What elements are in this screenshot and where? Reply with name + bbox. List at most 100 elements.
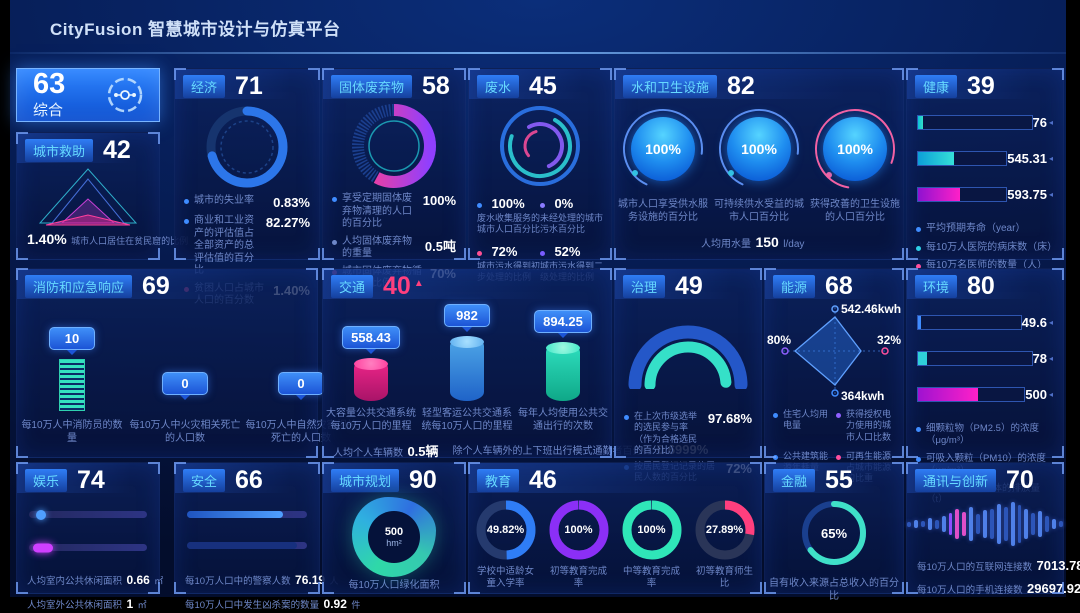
- footer-label: 人均用水量: [701, 239, 751, 250]
- progress-bar: [187, 542, 298, 549]
- panel-label: 金融: [773, 469, 816, 492]
- panel-label: 教育: [477, 469, 520, 492]
- triangle-chart: [38, 168, 138, 226]
- callout-value: 0: [278, 372, 324, 400]
- panel-water-sanitation[interactable]: 水和卫生设施 82 100% 城市人口享受供水服务设施的百分比 100%: [614, 68, 904, 260]
- panel-solid-waste[interactable]: 固体废弃物 58 享受定期固体废弃物清理的人口的百分比 100% 人均固体废弃物…: [322, 68, 466, 289]
- panel-label: 安全: [183, 469, 226, 492]
- waveform: [907, 495, 1063, 553]
- bar-value: 545.31: [1007, 151, 1047, 166]
- legend-label: 享受定期固体废弃物清理的人口的百分比: [342, 193, 412, 229]
- stat-caption: 废水收集服务的城市人口百分比: [477, 213, 541, 235]
- panel-label: 城市规划: [331, 469, 400, 492]
- legend-label: 每10万名医师的数量（人）: [926, 260, 1048, 271]
- panel-score: 42: [103, 136, 131, 164]
- panel-score: 68: [825, 272, 853, 300]
- legend-label: 每10万人医院的病床数（床）: [926, 241, 1058, 253]
- stat-label: 每10万人口中发生凶杀案的数量: [185, 600, 320, 611]
- slider-indoor[interactable]: [29, 509, 147, 520]
- donut-value: 49.82%: [486, 524, 525, 536]
- callout-value: 982: [444, 304, 490, 332]
- panel-score: 82: [727, 72, 755, 100]
- bar-value: 49.6: [1021, 315, 1047, 330]
- finance-donut: 65%: [798, 497, 870, 569]
- gauge-value: 100%: [727, 117, 791, 181]
- wastewater-rings-chart: [500, 106, 580, 186]
- bar-caption: 轻型客运公共交通系统每10万人口的里程: [421, 408, 513, 432]
- panel-city-rescue[interactable]: 城市救助 42 1.40% 城市人口居住在贫民窟的比例: [16, 132, 188, 260]
- blob-unit: hm²: [386, 538, 402, 548]
- stat-label: 每10万人口的手机连接数: [917, 585, 1023, 596]
- panel-energy[interactable]: 能源 68 542.46kwh 80% 32% 364kwh 住宅人均用电量 获…: [764, 268, 904, 483]
- axis-label-left: 80%: [767, 333, 792, 347]
- callout-value: 558.43: [342, 326, 400, 354]
- panel-label: 能源: [773, 275, 816, 298]
- legend-value: 0.83%: [273, 195, 310, 210]
- panel-score: 58: [422, 72, 450, 100]
- panel-overall-score[interactable]: 63 综合: [16, 68, 160, 122]
- panel-fire-emergency[interactable]: 消防和应急响应 69 10 每10万人中消防员的数量 0 每10万人中火灾相关死…: [16, 268, 357, 458]
- legend-label: 平均预期寿命（year）: [926, 223, 1026, 234]
- legend-label: 人均固体废弃物的重量: [342, 235, 412, 260]
- note-label: 人均个人车辆数: [333, 448, 403, 459]
- callout-value: 894.25: [534, 310, 592, 338]
- legend-label: 城市的失业率: [194, 195, 254, 206]
- axis-label-top: 542.46kwh: [841, 302, 902, 316]
- panel-finance[interactable]: 金融 55 65% 自有收入来源占总收入的百分比: [764, 462, 904, 602]
- panel-governance[interactable]: 治理 49 在上次市级选举的选民参与率（作为合格选民的百分比） 97.68% 按…: [614, 268, 762, 482]
- panel-score: 80: [967, 272, 995, 300]
- water-gauge: 100%: [717, 107, 801, 191]
- stat-value: 7013.78: [1036, 558, 1080, 573]
- app-title: CityFusion 智慧城市设计与仿真平台: [50, 20, 341, 39]
- stat-value: 72%: [491, 243, 518, 259]
- donut-caption: 中等教育完成率: [622, 566, 680, 590]
- water-gauge: 100%: [813, 107, 897, 191]
- panel-telecom-innovation[interactable]: 通讯与创新 70 每10万人口的互联网连接数 7013.78 个 每10万人口的…: [906, 462, 1080, 596]
- panel-score: 49: [675, 272, 703, 300]
- panel-urban-planning[interactable]: 城市规划 90 500 hm² 每10万人口绿化面积: [322, 462, 466, 594]
- education-donut: 49.82%: [475, 499, 537, 561]
- panel-label: 娱乐: [25, 469, 68, 492]
- app-background: CityFusion 智慧城市设计与仿真平台 63 综合 城市救助 42 1.4…: [10, 0, 1080, 611]
- panel-label: 固体废弃物: [331, 75, 413, 98]
- stat-value: 0%: [554, 196, 574, 211]
- stat-value: 0.66: [126, 573, 150, 587]
- panel-education[interactable]: 教育 46 49.82% 学校中适龄女童入学率 100%: [468, 462, 762, 594]
- cylinder-bar: [546, 342, 580, 401]
- overall-score: 63: [33, 68, 66, 100]
- overall-label: 综合: [33, 102, 64, 119]
- panel-score: 69: [142, 272, 170, 300]
- footer-value: 150: [755, 234, 779, 250]
- callout-caption: 每10万人中消防员的数量: [21, 420, 123, 444]
- donut-caption: 初等教育完成率: [549, 566, 607, 590]
- slider-outdoor[interactable]: [29, 543, 147, 552]
- stat-unit: ㎡: [137, 600, 147, 610]
- cylinder-bar: [450, 336, 484, 401]
- gauge-value: 100%: [631, 117, 695, 181]
- callout-value: 10: [49, 327, 95, 355]
- panel-traffic[interactable]: 交通 40 ▲ 558.43 大容量公共交通系统每10万人口的里程 982 轻型…: [322, 268, 708, 459]
- panel-environment[interactable]: 环境 80 49.6 ◂ 78 ◂ 500 ◂ 细颗粒物（PM2.5）的浓度（μg/m…: [906, 268, 1064, 505]
- legend-label: 在上次市级选举的选民参与率（作为合格选民的百分比）: [634, 411, 698, 455]
- panel-health[interactable]: 健康 39 76 ◂ 545.31 ◂ 593.75 ◂ 平均预期寿命（year） 每…: [906, 68, 1064, 271]
- stacked-bar: [59, 359, 85, 411]
- panel-label: 交通: [331, 275, 374, 298]
- economy-donut-chart: [206, 106, 288, 188]
- education-donut: 100%: [621, 499, 683, 561]
- trend-up-icon: ▲: [413, 278, 424, 289]
- cylinder-bar: [354, 358, 388, 401]
- panel-entertainment[interactable]: 娱乐 74 人均室内公共休闲面积 0.66 ㎡ 人均室外公共休闲面积 1 ㎡: [16, 462, 163, 611]
- panel-score: 46: [529, 466, 557, 494]
- water-gauge: 100%: [621, 107, 705, 191]
- solid-waste-donut-chart: [352, 104, 436, 188]
- panel-economy[interactable]: 经济 71 城市的失业率 0.83% 商业和工业资产的评估值占全部资产的总评估值…: [174, 68, 320, 306]
- network-ring-icon: [107, 77, 143, 113]
- stat-unit: 件: [351, 600, 361, 610]
- donut-value: 100%: [637, 524, 666, 536]
- panel-wastewater[interactable]: 废水 45 100% 废水收集服务的城市人口百分比 0% 未经处理的城市污水百分…: [468, 68, 612, 282]
- panel-score: 45: [529, 72, 557, 100]
- callout-caption: 每10万人中火灾相关死亡的人口数: [129, 420, 241, 444]
- stat-label: 人均室内公共休闲面积: [27, 576, 123, 587]
- panel-safety[interactable]: 安全 66 每10万人口中的警察人数 76.19 人 每10万人口中发生凶杀案的…: [174, 462, 360, 611]
